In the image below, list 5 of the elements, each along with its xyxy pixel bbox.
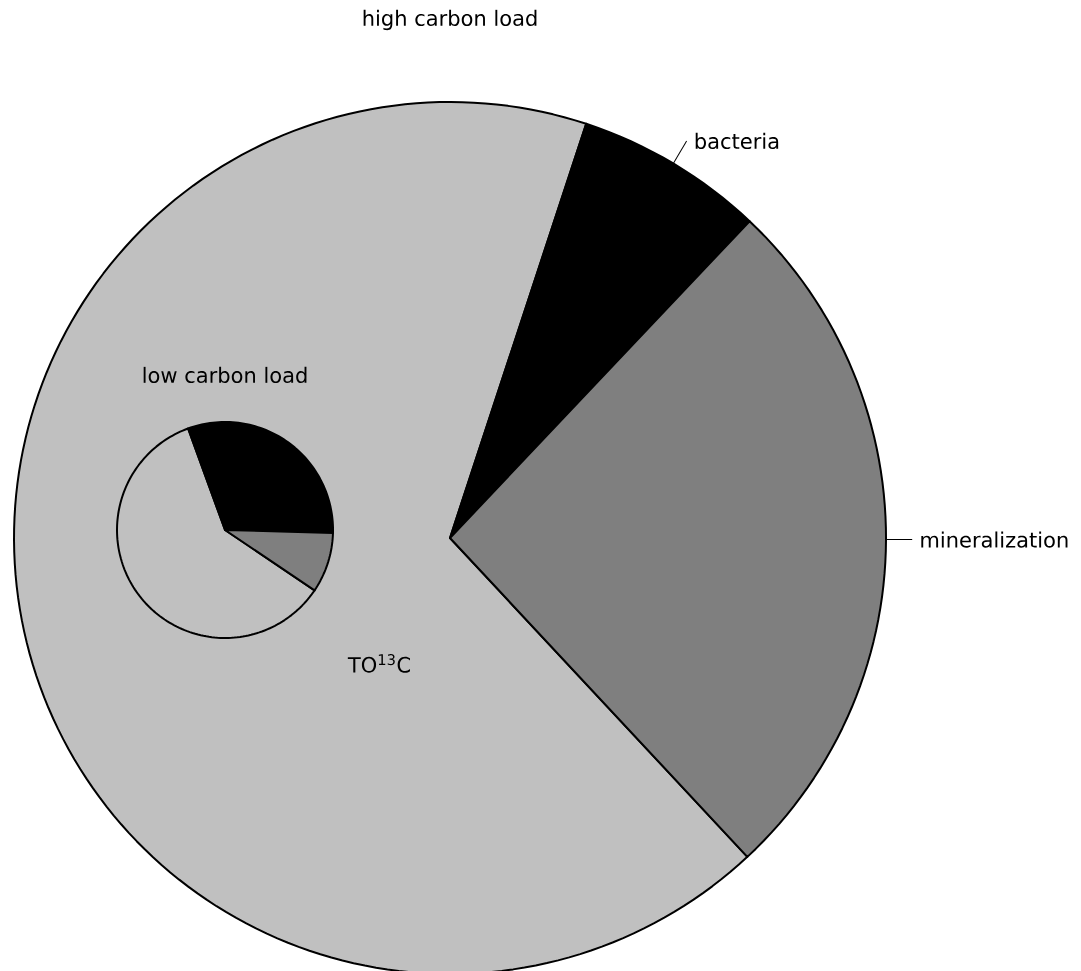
slice-label: mineralization	[921, 531, 1068, 548]
chart-title: high carbon load	[363, 9, 537, 31]
slice-label: TO$^{13}$C	[347, 654, 410, 673]
chart-title: low carbon load	[143, 366, 307, 384]
slice-label: bacteria	[695, 132, 779, 150]
